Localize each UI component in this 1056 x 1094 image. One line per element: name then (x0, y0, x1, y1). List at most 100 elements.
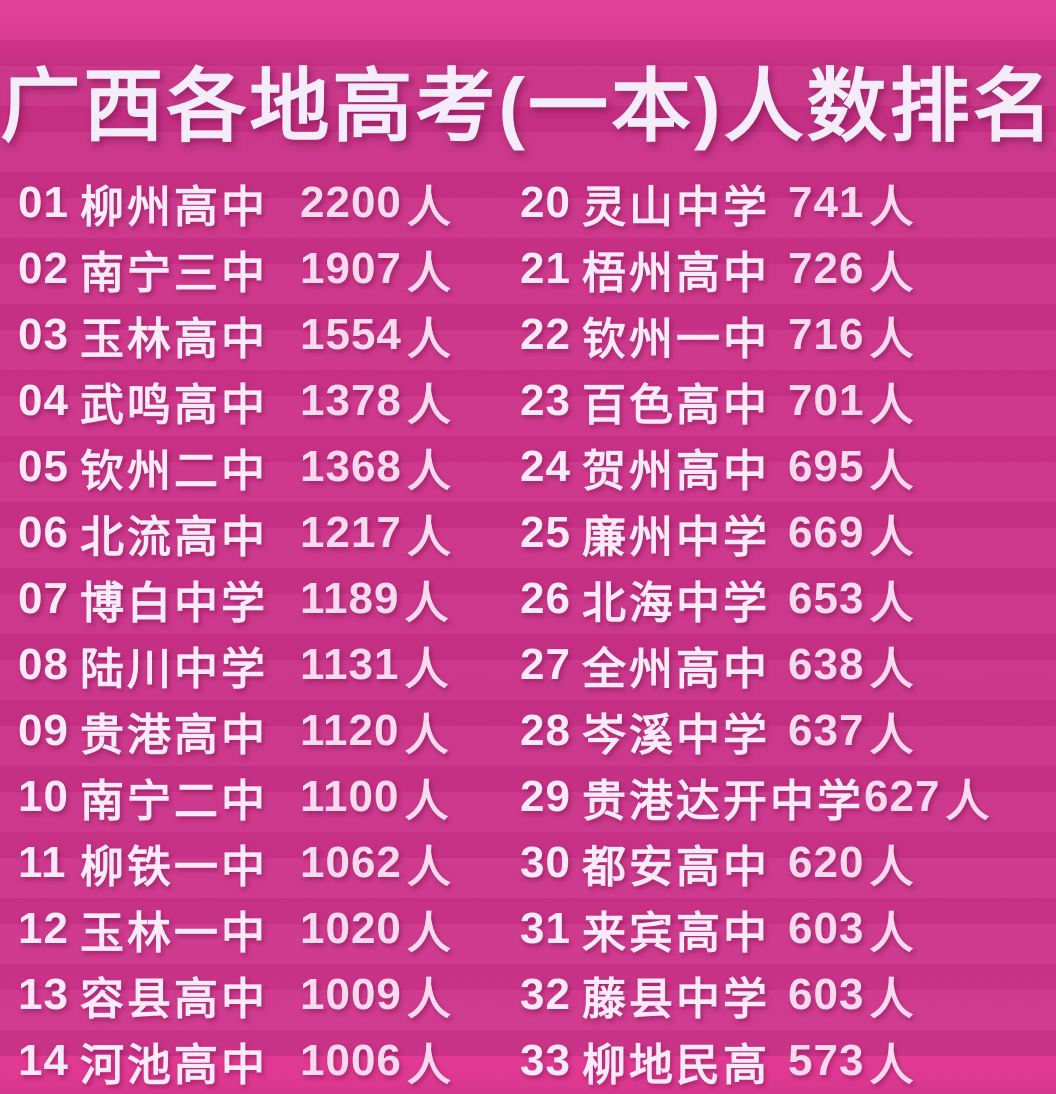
ranking-row: 21 梧州高中 726 人 (520, 236, 1056, 302)
school-name: 百色高中 (582, 381, 770, 430)
rank-label: 10 (18, 772, 69, 821)
rank-label: 06 (18, 508, 69, 557)
rank-label: 09 (18, 706, 69, 755)
rank-label: 13 (18, 970, 69, 1019)
admit-count: 627 (864, 772, 941, 821)
school-name: 贵港高中 (80, 711, 268, 760)
school-name: 北流高中 (80, 513, 268, 562)
admit-count: 1217 (300, 508, 402, 557)
school-name: 北海中学 (582, 579, 770, 628)
unit-label: 人 (406, 315, 451, 364)
admit-count: 1554 (300, 310, 402, 359)
ranking-row: 29 贵港达开中学 627 人 (520, 764, 1056, 830)
admit-count: 638 (788, 640, 865, 689)
rank-label: 22 (520, 310, 571, 359)
ranking-row: 27 全州高中 638 人 (520, 632, 1056, 698)
school-name: 藤县中学 (582, 975, 770, 1024)
rank-label: 32 (520, 970, 571, 1019)
rank-label: 30 (520, 838, 571, 887)
admit-count: 637 (788, 706, 865, 755)
admit-count: 1131 (300, 640, 400, 689)
unit-label: 人 (404, 579, 449, 628)
unit-label: 人 (869, 1041, 914, 1090)
ranking-row: 12 玉林一中 1020 人 (18, 896, 520, 962)
school-name: 博白中学 (80, 579, 268, 628)
rank-label: 20 (520, 178, 571, 227)
rank-label: 03 (18, 310, 69, 359)
ranking-row: 25 廉州中学 669 人 (520, 500, 1056, 566)
rank-label: 25 (520, 508, 571, 557)
school-name: 玉林一中 (80, 909, 268, 958)
unit-label: 人 (869, 381, 914, 430)
unit-label: 人 (404, 645, 449, 694)
admit-count: 1907 (300, 244, 402, 293)
rank-label: 11 (18, 838, 67, 887)
ranking-row: 20 灵山中学 741 人 (520, 170, 1056, 236)
school-name: 都安高中 (582, 843, 770, 892)
ranking-row: 22 钦州一中 716 人 (520, 302, 1056, 368)
rank-label: 12 (18, 904, 69, 953)
rank-label: 23 (520, 376, 571, 425)
rank-label: 21 (520, 244, 571, 293)
unit-label: 人 (869, 513, 914, 562)
rank-label: 02 (18, 244, 69, 293)
admit-count: 716 (788, 310, 865, 359)
ranking-row: 07 博白中学 1189 人 (18, 566, 520, 632)
ranking-row: 01 柳州高中 2200 人 (18, 170, 520, 236)
admit-count: 1062 (300, 838, 402, 887)
ranking-row: 28 岑溪中学 637 人 (520, 698, 1056, 764)
unit-label: 人 (869, 645, 914, 694)
unit-label: 人 (406, 249, 451, 298)
rank-label: 27 (520, 640, 571, 689)
ranking-row: 04 武鸣高中 1378 人 (18, 368, 520, 434)
admit-count: 695 (788, 442, 865, 491)
ranking-row: 33 柳地民高 573 人 (520, 1028, 1056, 1094)
admit-count: 726 (788, 244, 865, 293)
admit-count: 1368 (300, 442, 402, 491)
admit-count: 1006 (300, 1036, 402, 1085)
admit-count: 741 (788, 178, 865, 227)
school-name: 廉州中学 (582, 513, 770, 562)
admit-count: 603 (788, 904, 865, 953)
school-name: 柳地民高 (582, 1041, 770, 1090)
admit-count: 1009 (300, 970, 402, 1019)
admit-count: 620 (788, 838, 865, 887)
rank-label: 33 (520, 1036, 571, 1085)
rank-label: 24 (520, 442, 571, 491)
rank-label: 14 (18, 1036, 69, 1085)
ranking-row: 11 柳铁一中 1062 人 (18, 830, 520, 896)
ranking-row: 26 北海中学 653 人 (520, 566, 1056, 632)
unit-label: 人 (869, 315, 914, 364)
ranking-row: 24 贺州高中 695 人 (520, 434, 1056, 500)
ranking-row: 03 玉林高中 1554 人 (18, 302, 520, 368)
rank-label: 28 (520, 706, 571, 755)
admit-count: 2200 (300, 178, 402, 227)
unit-label: 人 (869, 183, 914, 232)
ranking-row: 08 陆川中学 1131 人 (18, 632, 520, 698)
unit-label: 人 (404, 711, 449, 760)
unit-label: 人 (406, 381, 451, 430)
unit-label: 人 (869, 843, 914, 892)
ranking-columns: 01 柳州高中 2200 人 02 南宁三中 1907 人 03 玉林高中 1554 人 04 武鸣高中 1… (0, 170, 1056, 1094)
school-name: 钦州一中 (582, 315, 770, 364)
school-name: 灵山中学 (582, 183, 770, 232)
school-name: 容县高中 (80, 975, 268, 1024)
school-name: 河池高中 (80, 1041, 268, 1090)
ranking-row: 32 藤县中学 603 人 (520, 962, 1056, 1028)
school-name: 贺州高中 (582, 447, 770, 496)
school-name: 陆川中学 (80, 645, 268, 694)
school-name: 岑溪中学 (582, 711, 770, 760)
ranking-row: 14 河池高中 1006 人 (18, 1028, 520, 1094)
ranking-column-right: 20 灵山中学 741 人 21 梧州高中 726 人 22 钦州一中 716 人 23 百色高中 701 人… (520, 170, 1056, 1094)
admit-count: 603 (788, 970, 865, 1019)
admit-count: 573 (788, 1036, 865, 1085)
unit-label: 人 (945, 777, 990, 826)
unit-label: 人 (869, 975, 914, 1024)
rank-label: 31 (520, 904, 571, 953)
admit-count: 1020 (300, 904, 402, 953)
school-name: 柳铁一中 (80, 843, 268, 892)
admit-count: 701 (788, 376, 865, 425)
school-name: 南宁三中 (80, 249, 268, 298)
admit-count: 1378 (300, 376, 402, 425)
